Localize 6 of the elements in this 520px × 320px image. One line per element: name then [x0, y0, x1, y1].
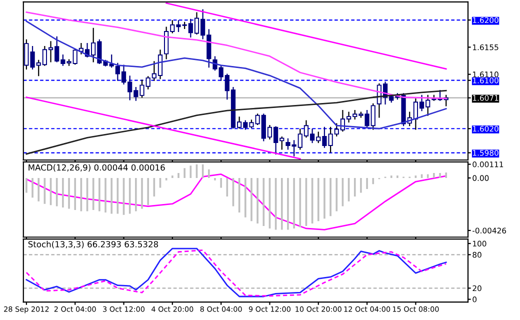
line-series — [26, 90, 447, 155]
line-series — [26, 11, 447, 100]
annotation: Stoch(13,3,3) 66.2393 63.5328 — [28, 240, 158, 248]
line-series — [26, 174, 447, 230]
line-series — [26, 20, 447, 130]
annotation: MACD(12,26,9) 0.00044 0.00016 — [28, 164, 165, 172]
